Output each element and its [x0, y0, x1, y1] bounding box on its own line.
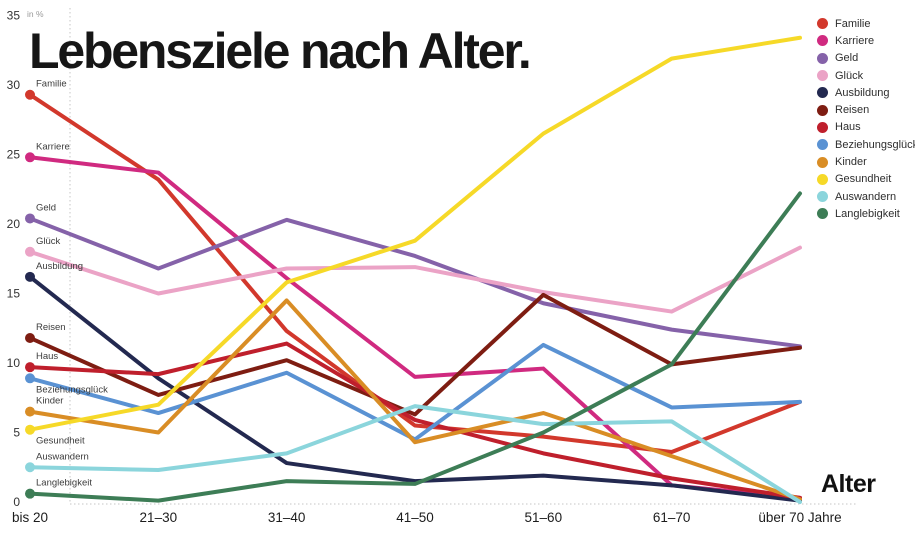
series-label-gluck: Glück — [36, 236, 61, 247]
legend-label: Langlebigkeit — [835, 207, 900, 220]
series-label-gesundheit: Gesundheit — [36, 436, 85, 447]
series-label-beziehungsgluck: Beziehungsglück — [36, 384, 108, 395]
legend-label: Glück — [835, 69, 864, 82]
legend-label: Geld — [835, 52, 859, 65]
series-label-auswandern: Auswandern — [36, 451, 89, 462]
series-label-haus: Haus — [36, 351, 58, 362]
series-start-dot-langlebigkeit — [25, 488, 35, 499]
series-label-kinder: Kinder — [36, 396, 63, 407]
y-tick-label: 35 — [7, 9, 21, 23]
legend-label: Gesundheit — [835, 173, 892, 186]
x-tick-label: bis 20 — [12, 510, 48, 525]
series-start-dot-beziehungsgluck — [25, 373, 35, 384]
series-label-reisen: Reisen — [36, 322, 66, 333]
legend-label: Beziehungsglück — [835, 138, 915, 151]
legend-label: Karriere — [835, 34, 875, 47]
y-tick-label: 10 — [7, 356, 21, 370]
legend-label: Haus — [835, 121, 861, 134]
legend-item-karriere: Karriere — [817, 32, 915, 49]
legend: Familie Karriere Geld Glück Ausbildung Reisen… — [817, 15, 915, 223]
chart-title: Lebensziele nach Alter. — [29, 23, 532, 79]
y-tick-label: 15 — [7, 287, 21, 301]
legend-label: Ausbildung — [835, 86, 890, 99]
legend-color-dot — [817, 87, 828, 99]
y-axis-unit-label: in % — [27, 9, 44, 19]
series-line-haus — [28, 341, 802, 500]
series-label-langlebigkeit: Langlebigkeit — [36, 478, 92, 489]
legend-item-geld: Geld — [817, 50, 915, 67]
legend-color-dot — [817, 35, 828, 47]
y-tick-label: 25 — [7, 148, 21, 162]
series-line-familie — [28, 92, 802, 454]
x-tick-label: 41–50 — [396, 510, 434, 525]
legend-color-dot — [817, 70, 828, 82]
series-line-auswandern — [28, 404, 802, 504]
legend-item-haus: Haus — [817, 119, 915, 136]
series-line-reisen — [28, 292, 802, 417]
series-start-dot-gesundheit — [25, 424, 35, 435]
legend-color-dot — [817, 104, 828, 116]
legend-label: Reisen — [835, 104, 870, 117]
x-tick-label: über 70 Jahre — [758, 510, 841, 525]
series-start-dot-karriere — [25, 152, 35, 163]
series-start-dot-reisen — [25, 332, 35, 343]
series-start-dot-ausbildung — [25, 271, 35, 282]
legend-color-dot — [817, 173, 828, 185]
legend-label: Auswandern — [835, 190, 897, 203]
x-tick-label: 21–30 — [140, 510, 178, 525]
x-axis-title: Alter — [821, 470, 876, 498]
legend-color-dot — [817, 156, 828, 168]
legend-item-ausbildung: Ausbildung — [817, 84, 915, 101]
series-start-dot-kinder — [25, 406, 35, 417]
legend-item-beziehungsgluck: Beziehungsglück — [817, 136, 915, 153]
legend-item-reisen: Reisen — [817, 101, 915, 118]
legend-color-dot — [817, 52, 828, 64]
series-line-gesundheit — [28, 35, 802, 432]
series-line-gluck — [28, 245, 802, 314]
legend-item-auswandern: Auswandern — [817, 188, 915, 205]
series-label-karriere: Karriere — [36, 141, 70, 152]
series-start-dot-geld — [25, 213, 35, 224]
series-line-kinder — [28, 298, 802, 502]
legend-item-gluck: Glück — [817, 67, 915, 84]
series-label-geld: Geld — [36, 202, 56, 213]
series-label-ausbildung: Ausbildung — [36, 261, 83, 272]
series-line-geld — [28, 216, 802, 349]
legend-item-familie: Familie — [817, 15, 915, 32]
y-tick-label: 30 — [7, 78, 21, 92]
series-start-dot-gluck — [25, 246, 35, 257]
legend-color-dot — [817, 18, 828, 30]
series-line-ausbildung — [28, 274, 802, 503]
y-tick-label: 5 — [13, 426, 20, 440]
x-tick-label: 51–60 — [525, 510, 563, 525]
series-label-familie: Familie — [36, 79, 67, 90]
legend-item-langlebigkeit: Langlebigkeit — [817, 205, 915, 222]
legend-color-dot — [817, 139, 828, 151]
y-tick-label: 0 — [13, 495, 20, 509]
legend-color-dot — [817, 208, 828, 220]
x-tick-label: 61–70 — [653, 510, 691, 525]
series-line-langlebigkeit — [28, 191, 802, 503]
legend-color-dot — [817, 121, 828, 133]
legend-label: Kinder — [835, 156, 867, 169]
legend-item-gesundheit: Gesundheit — [817, 171, 915, 188]
series-start-dot-familie — [25, 89, 35, 100]
series-start-dot-haus — [25, 362, 35, 373]
legend-label: Familie — [835, 17, 871, 30]
legend-item-kinder: Kinder — [817, 153, 915, 170]
x-tick-label: 31–40 — [268, 510, 306, 525]
series-start-dot-auswandern — [25, 462, 35, 473]
legend-color-dot — [817, 191, 828, 203]
y-tick-label: 20 — [7, 217, 21, 231]
